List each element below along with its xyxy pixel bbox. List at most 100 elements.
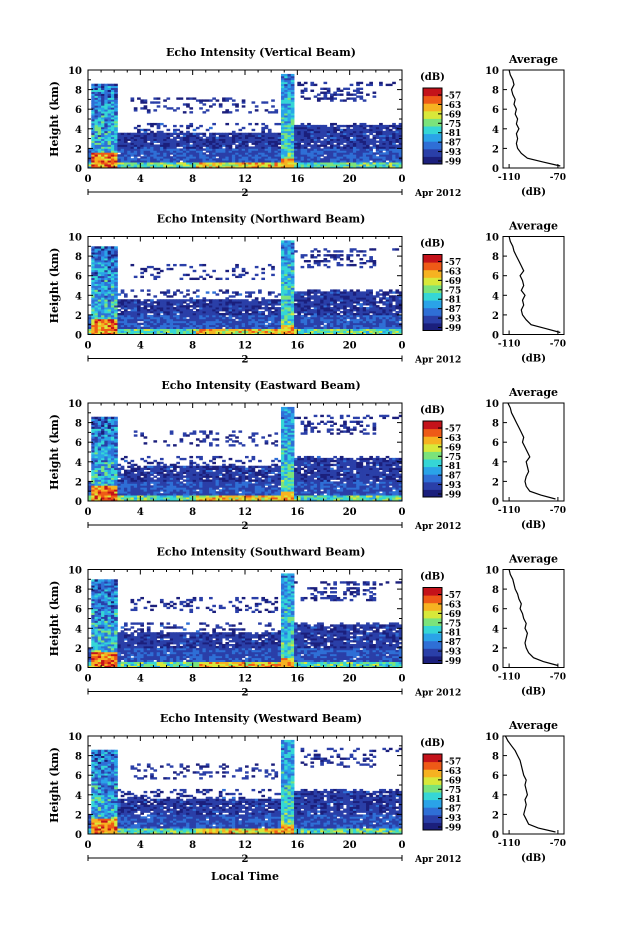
heatmap-cell: [310, 164, 315, 167]
heatmap-cell: [173, 109, 177, 112]
heatmap-cell: [110, 132, 115, 136]
heatmap-cell: [362, 138, 367, 141]
heatmap-cell: [290, 318, 295, 322]
heatmap-cell: [110, 134, 115, 138]
date-label: Apr 2012: [414, 189, 461, 199]
heatmap-cell: [91, 252, 95, 255]
heatmap-cell: [395, 134, 400, 138]
heatmap-cell: [385, 128, 390, 132]
heatmap-cell: [333, 250, 337, 253]
heatmap-cell: [143, 324, 148, 328]
heatmap-cell: [287, 297, 292, 300]
heatmap-cell: [313, 130, 318, 134]
heatmap-cell: [313, 126, 318, 130]
heatmap-cell: [146, 322, 151, 326]
heatmap-cell: [251, 316, 256, 320]
heatmap-cell: [274, 322, 279, 326]
heatmap-cell: [104, 328, 109, 331]
heatmap-cell: [369, 248, 373, 251]
heatmap-cell: [395, 314, 400, 318]
heatmap-cell: [287, 287, 292, 290]
heatmap-cell: [173, 326, 177, 330]
heatmap-cell: [274, 150, 279, 153]
heatmap-cell: [225, 301, 230, 304]
heatmap-cell: [385, 316, 390, 320]
heatmap-cell: [261, 132, 266, 136]
heatmap-cell: [91, 119, 95, 122]
heatmap-cell: [280, 81, 285, 85]
heatmap-cell: [186, 126, 190, 130]
heatmap-cell: [173, 160, 177, 163]
heatmap-cell: [231, 142, 236, 145]
heatmap-cell: [290, 160, 295, 163]
heatmap-cell: [231, 164, 236, 167]
heatmap-cell: [264, 109, 269, 112]
heatmap-cell: [107, 254, 112, 257]
heatmap-cell: [107, 318, 112, 322]
heatmap-cell: [241, 101, 246, 104]
heatmap-cell: [189, 154, 194, 157]
heatmap-cell: [382, 322, 387, 326]
heatmap-cell: [107, 160, 112, 163]
heatmap-cell: [212, 140, 216, 143]
heatmap-cell: [369, 158, 373, 161]
heatmap-cell: [94, 144, 99, 147]
heatmap-cell: [248, 320, 252, 324]
heatmap-cell: [382, 162, 387, 165]
heatmap-cell: [294, 307, 298, 310]
heatmap-cell: [123, 156, 128, 159]
heatmap-cell: [209, 158, 213, 161]
heatmap-cell: [110, 316, 115, 320]
heatmap-cell: [369, 293, 373, 296]
heatmap-cell: [339, 134, 344, 138]
heatmap-cell: [195, 332, 200, 335]
heatmap-cell: [104, 256, 109, 259]
heatmap-cell: [159, 156, 164, 159]
heatmap-cell: [326, 140, 331, 143]
heatmap-cell: [166, 320, 171, 324]
heatmap-cell: [228, 152, 233, 155]
colorbar-swatch: [423, 269, 442, 278]
heatmap-cell: [173, 309, 177, 312]
heatmap-cell: [287, 150, 292, 153]
heatmap-cell: [97, 252, 102, 255]
heatmap-cell: [294, 150, 298, 153]
heatmap-cell: [120, 289, 125, 292]
heatmap-cell: [300, 314, 305, 318]
heatmap-cell: [235, 140, 239, 143]
heatmap-cell: [287, 326, 292, 330]
heatmap-cell: [101, 328, 105, 331]
heatmap-cell: [114, 146, 118, 149]
heatmap-cell: [326, 160, 331, 163]
heatmap-cell: [176, 303, 180, 306]
heatmap-cell: [176, 148, 180, 151]
heatmap-cell: [307, 332, 311, 335]
heatmap-cell: [241, 166, 246, 169]
heatmap-cell: [392, 156, 396, 159]
heatmap-cell: [179, 263, 184, 267]
heatmap-cell: [284, 260, 288, 263]
heatmap-cell: [297, 318, 301, 322]
heatmap-cell: [294, 160, 298, 163]
heatmap-cell: [140, 316, 144, 320]
heatmap-cell: [101, 307, 105, 310]
heatmap-cell: [287, 258, 292, 261]
heatmap-cell: [179, 277, 184, 281]
heatmap-cell: [294, 138, 298, 141]
heatmap-cell: [91, 142, 95, 145]
heatmap-cell: [222, 154, 226, 157]
heatmap-cell: [228, 328, 233, 331]
heatmap-cell: [356, 136, 360, 139]
heatmap-cell: [117, 324, 122, 328]
heatmap-cell: [241, 314, 246, 318]
heatmap-cell: [395, 320, 400, 324]
heatmap-cell: [359, 124, 364, 128]
heatmap-cell: [218, 158, 223, 161]
heatmap-cell: [176, 132, 180, 136]
heatmap-cell: [153, 136, 158, 139]
heatmap-cell: [91, 93, 95, 96]
heatmap-cell: [120, 303, 125, 306]
heatmap-cell: [130, 316, 135, 320]
heatmap-cell: [326, 328, 331, 331]
heatmap-cell: [97, 320, 102, 324]
